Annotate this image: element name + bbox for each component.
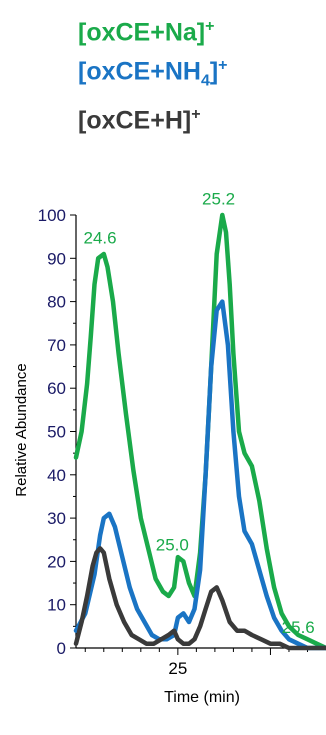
peak-label: 24.6 (84, 228, 117, 247)
y-tick-label: 40 (47, 466, 66, 485)
y-tick-label: 20 (47, 552, 66, 571)
y-tick-label: 60 (47, 379, 66, 398)
peak-label: 25.6 (282, 618, 315, 637)
y-tick-label: 80 (47, 293, 66, 312)
series-line-3 (73, 546, 326, 651)
legend: [oxCE+Na]+ [oxCE+NH4]+ [oxCE+H]+ (78, 10, 228, 137)
legend-entry-nh4: [oxCE+NH4]+ (78, 57, 228, 90)
y-tick-label: 70 (47, 336, 66, 355)
x-tick-label: 25 (168, 659, 187, 678)
y-tick-label: 10 (47, 596, 66, 615)
legend-entry-na: [oxCE+Na]+ (78, 18, 215, 47)
peak-label: 25.0 (156, 536, 189, 555)
y-tick-label: 0 (57, 639, 66, 658)
y-axis-label: Relative Abundance (13, 363, 30, 496)
y-tick-label: 50 (47, 423, 66, 442)
y-tick-label: 30 (47, 509, 66, 528)
series-line-2 (73, 299, 326, 651)
legend-entry-h: [oxCE+H]+ (78, 105, 201, 134)
series-line-1 (73, 212, 326, 651)
peak-label: 25.2 (202, 189, 235, 208)
y-tick-label: 100 (38, 206, 66, 225)
x-axis-label: Time (min) (164, 689, 240, 706)
annotation-group: 24.6 25.2 25.0 25.6 (84, 189, 315, 637)
series-group (73, 212, 326, 651)
y-tick-label: 90 (47, 249, 66, 268)
